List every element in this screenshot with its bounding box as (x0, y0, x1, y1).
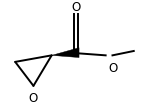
Text: O: O (71, 1, 81, 14)
Text: O: O (28, 92, 37, 105)
Polygon shape (52, 48, 79, 58)
Text: O: O (109, 62, 118, 75)
